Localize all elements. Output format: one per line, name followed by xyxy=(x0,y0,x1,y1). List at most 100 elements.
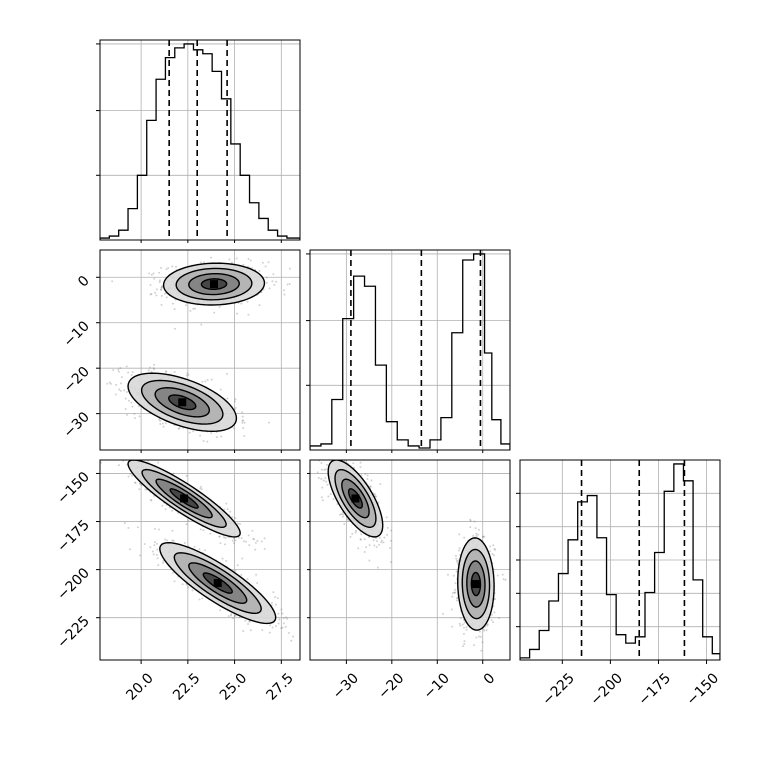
sample-point xyxy=(359,538,362,541)
sample-point xyxy=(339,452,341,454)
sample-point xyxy=(178,427,181,430)
sample-point xyxy=(339,513,342,516)
sample-point xyxy=(284,625,287,628)
sample-point xyxy=(209,256,212,259)
sample-point xyxy=(375,495,378,498)
sample-point xyxy=(280,608,283,611)
sample-point xyxy=(263,537,266,540)
sample-point xyxy=(160,286,163,289)
sample-point xyxy=(173,580,176,583)
scatter-panel-0-2 xyxy=(99,459,324,661)
sample-point xyxy=(267,261,270,264)
sample-point xyxy=(188,431,191,434)
sample-point xyxy=(359,465,362,468)
x-tick-label: 0 xyxy=(481,670,499,688)
sample-point xyxy=(152,367,155,370)
sample-point xyxy=(233,400,236,403)
sample-point xyxy=(162,562,165,565)
sample-point xyxy=(238,523,241,526)
sample-point xyxy=(247,534,250,537)
sample-point xyxy=(202,439,205,442)
sample-point xyxy=(483,629,486,632)
sample-point xyxy=(225,559,228,562)
sample-point xyxy=(360,533,363,536)
sample-point xyxy=(173,371,176,374)
sample-point xyxy=(322,621,324,623)
sample-point xyxy=(120,376,123,379)
sample-point xyxy=(138,482,141,485)
sample-point xyxy=(160,288,163,291)
sample-point xyxy=(248,620,251,623)
sample-point xyxy=(165,268,168,271)
sample-point xyxy=(478,630,481,633)
y-tick-label: −225 xyxy=(54,613,93,652)
sample-point xyxy=(451,625,454,628)
sample-point xyxy=(386,526,389,529)
sample-point xyxy=(336,452,338,454)
sample-point xyxy=(252,537,255,540)
sample-point xyxy=(386,533,389,536)
y-tick-label: −200 xyxy=(54,565,93,604)
sample-point xyxy=(230,614,233,617)
x-tick-label: −30 xyxy=(330,670,362,702)
sample-point xyxy=(140,484,143,487)
sample-point xyxy=(134,481,137,484)
sample-point xyxy=(461,623,464,626)
sample-point xyxy=(243,421,246,424)
sample-point xyxy=(258,269,261,272)
sample-point xyxy=(187,586,190,589)
sample-point xyxy=(162,559,165,562)
sample-point xyxy=(493,611,496,614)
sample-point xyxy=(202,529,205,532)
sample-point xyxy=(276,597,279,600)
x-tick-label: 20.0 xyxy=(123,670,156,703)
sample-point xyxy=(260,540,263,543)
sample-point xyxy=(268,421,271,424)
sample-point xyxy=(138,415,141,418)
sample-point xyxy=(313,434,315,436)
sample-point xyxy=(450,608,453,611)
sample-point xyxy=(131,405,134,408)
sample-point xyxy=(149,293,152,296)
sample-point xyxy=(504,578,507,581)
sample-point xyxy=(343,457,345,459)
sample-point xyxy=(489,550,492,553)
sample-point xyxy=(458,533,461,536)
sample-point xyxy=(165,296,168,299)
sample-point xyxy=(442,612,445,615)
sample-point xyxy=(223,536,226,539)
x-tick-label: −10 xyxy=(421,670,453,702)
sample-point xyxy=(457,559,460,562)
sample-point xyxy=(357,547,360,550)
sample-point xyxy=(316,471,319,474)
sample-point xyxy=(353,466,356,469)
sample-point xyxy=(143,542,146,545)
sample-point xyxy=(455,559,458,562)
sample-point xyxy=(156,548,159,551)
sample-point xyxy=(463,621,466,624)
sample-point xyxy=(153,494,156,497)
sample-point xyxy=(210,378,213,381)
sample-point xyxy=(283,293,286,296)
scatter-frame xyxy=(99,459,301,661)
sample-point xyxy=(154,291,157,294)
sample-point xyxy=(164,422,167,425)
sample-point xyxy=(129,473,132,476)
sample-point xyxy=(462,645,465,648)
sample-point xyxy=(246,300,249,303)
sample-point xyxy=(224,537,227,540)
sample-point xyxy=(340,513,343,516)
sample-point xyxy=(225,502,228,505)
sample-point xyxy=(265,276,268,279)
sample-point xyxy=(501,573,504,576)
sample-point xyxy=(255,573,258,576)
sample-point xyxy=(152,272,155,275)
density-peak xyxy=(471,580,480,589)
sample-point xyxy=(475,532,478,535)
sample-point xyxy=(226,372,229,375)
sample-point xyxy=(369,485,372,488)
sample-point xyxy=(271,280,274,283)
sample-point xyxy=(373,544,376,547)
sample-point xyxy=(200,488,203,491)
y-tick-label: −30 xyxy=(61,409,93,441)
